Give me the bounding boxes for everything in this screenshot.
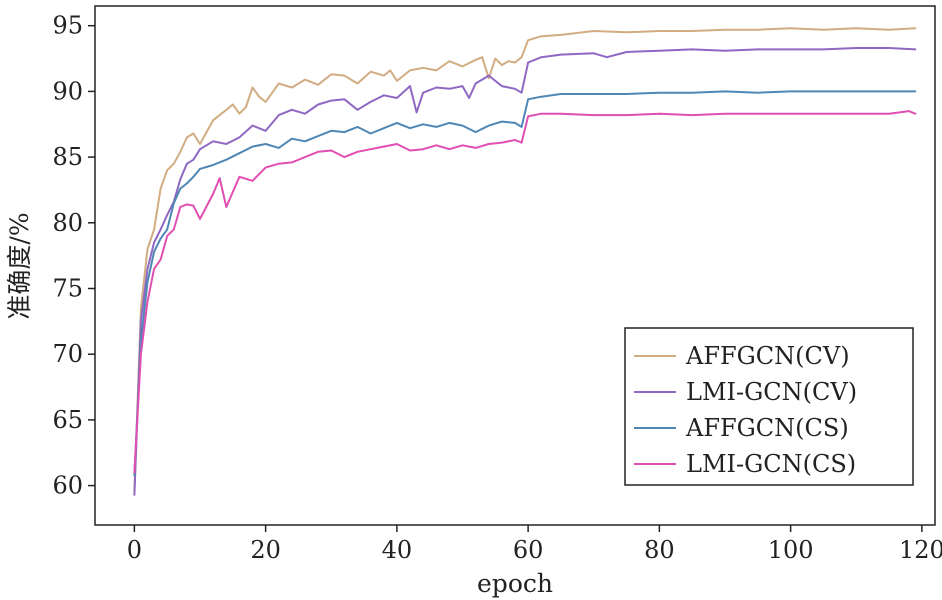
legend: AFFGCN(CV) LMI-GCN(CV) AFFGCN(CS) LMI-GCN(C…: [624, 327, 914, 486]
plot-frame: [94, 5, 936, 526]
x-tick-label: 20: [250, 536, 281, 564]
y-tick-label: 80: [52, 209, 83, 237]
legend-box: [624, 327, 914, 486]
legend-label: LMI-GCN(CS): [686, 450, 856, 478]
legend-label: AFFGCN(CS): [685, 414, 849, 442]
y-tick-label: 70: [52, 340, 83, 368]
y-tick-label: 75: [52, 274, 83, 302]
series-lines: [133, 27, 917, 496]
y-tick-label: 60: [52, 472, 83, 500]
y-tick-label: 95: [52, 12, 83, 40]
y-tick-label: 65: [52, 406, 83, 434]
x-axis-label: epoch: [477, 569, 553, 598]
series-line-affgcn-cs: [133, 90, 917, 477]
x-tick-label: 40: [382, 536, 413, 564]
series-line-affgcn-cv: [133, 27, 917, 494]
x-tick-label: 80: [644, 536, 675, 564]
legend-label: LMI-GCN(CV): [686, 378, 857, 406]
x-tick-label: 120: [899, 536, 942, 564]
series-line-lmi-gcn-cv: [133, 47, 917, 496]
x-tick-label: 60: [513, 536, 544, 564]
legend-label: AFFGCN(CV): [685, 342, 850, 370]
series-line-lmi-gcn-cs: [133, 110, 917, 474]
y-tick-label: 90: [52, 77, 83, 105]
x-tick-label: 100: [768, 536, 814, 564]
x-tick-label: 0: [127, 536, 142, 564]
axis-ticks: 0 20 40 60 80 100 120 60 65 70 75 80 85 90 95: [52, 12, 942, 564]
y-tick-label: 85: [52, 143, 83, 171]
y-axis-label: 准确度/%: [5, 212, 34, 319]
